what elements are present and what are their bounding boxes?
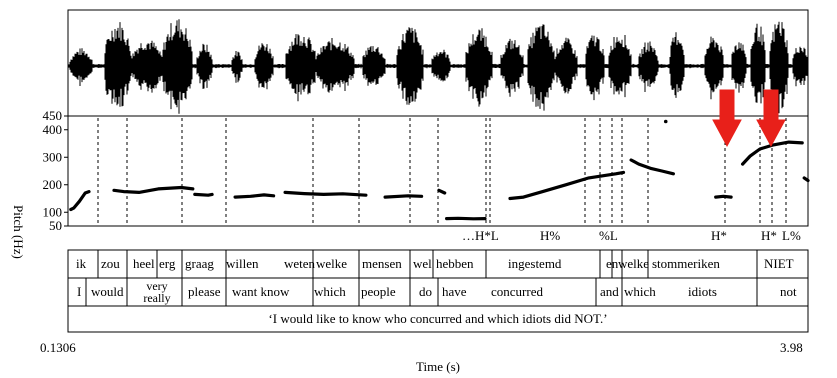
tone-label: H% [540, 228, 560, 243]
waveform-panel [67, 9, 809, 117]
pitch-contour-segment [508, 170, 626, 201]
gloss-label: people [361, 284, 396, 299]
pitch-contour-segment [283, 190, 368, 197]
gloss-label: please [188, 284, 221, 299]
word-tier: ik zou heel erg graag willen weten welke… [67, 249, 809, 279]
pitch-contour-segment [383, 194, 424, 199]
gloss-tier: I would very really please want know whi… [67, 277, 809, 307]
time-axis-start: 0.1306 [40, 340, 76, 355]
waveform [68, 19, 808, 114]
translation-tier: ‘I would like to know who concurred and … [67, 305, 809, 333]
gloss-tier-dividers [85, 278, 758, 306]
word-label: stommeriken [652, 256, 720, 271]
time-axis: 0.1306 3.98 Time (s) [40, 340, 803, 374]
gloss-label: do [419, 284, 432, 299]
pitch-contour-segment [233, 193, 276, 199]
word-label: ik [76, 256, 87, 271]
word-label: welke [618, 256, 649, 271]
gloss-label: concurred [491, 284, 543, 299]
tone-tier: …H*L H% %L H* H* L% [462, 228, 801, 243]
gloss-label: not [780, 284, 797, 299]
word-label: NIET [764, 256, 794, 271]
gloss-label: would [91, 284, 124, 299]
word-label: heel [133, 256, 155, 271]
gloss-label: very really [143, 279, 171, 305]
gloss-label: and [600, 284, 619, 299]
pitch-contour-segment [741, 140, 804, 166]
pitch-tick-label: 50 [49, 218, 62, 233]
word-label: ingestemd [508, 256, 562, 271]
gloss-label: want know [232, 284, 290, 299]
word-label: welke [316, 256, 347, 271]
pitch-axis-label: Pitch (Hz) [11, 205, 26, 259]
word-tier-dividers [97, 250, 758, 278]
pitch-accent-arrows [712, 89, 786, 148]
tone-label: …H*L [462, 228, 499, 243]
word-boundary-lines [97, 118, 787, 226]
time-axis-end: 3.98 [780, 340, 803, 355]
pitch-contour-segment [445, 216, 487, 221]
word-label: mensen [362, 256, 402, 271]
time-axis-label: Time (s) [416, 359, 460, 374]
pitch-point [663, 119, 668, 124]
pitch-tick-label: 300 [43, 149, 63, 164]
tone-label: L% [782, 228, 801, 243]
word-label: hebben [436, 256, 474, 271]
pitch-contour-segment [193, 192, 214, 197]
word-label: weten [284, 256, 316, 271]
gloss-label: which [624, 284, 656, 299]
tone-label: H* [761, 228, 777, 243]
word-label: wel [413, 256, 432, 271]
pitch-tick-label: 200 [43, 177, 63, 192]
pitch-contour-segment [437, 188, 447, 195]
gloss-label: idiots [688, 284, 717, 299]
gloss-label: have [442, 284, 467, 299]
gloss-label-wrap: very really [143, 279, 171, 305]
word-label: zou [101, 256, 120, 271]
pitch-tick-label: 100 [43, 204, 63, 219]
red-arrow [712, 89, 742, 148]
pitch-contour-segment [112, 185, 195, 194]
gloss-label: which [314, 284, 346, 299]
pitch-tick-label: 450 [43, 108, 63, 123]
pitch-contour-segment [69, 190, 91, 212]
tone-label: H* [711, 228, 727, 243]
word-label: en [606, 256, 619, 271]
pitch-contour-segment [629, 158, 675, 176]
gloss-label: I [77, 284, 81, 299]
pitch-contour-segment [802, 176, 810, 183]
word-label: erg [159, 256, 176, 271]
word-label: willen [226, 256, 259, 271]
word-label: graag [185, 256, 214, 271]
pitch-contour-segment [714, 194, 733, 199]
tone-label: %L [599, 228, 618, 243]
translation-text: ‘I would like to know who concurred and … [268, 311, 607, 326]
pitch-tick-label: 400 [43, 122, 63, 137]
red-arrow [756, 89, 786, 148]
pitch-track [69, 119, 810, 221]
